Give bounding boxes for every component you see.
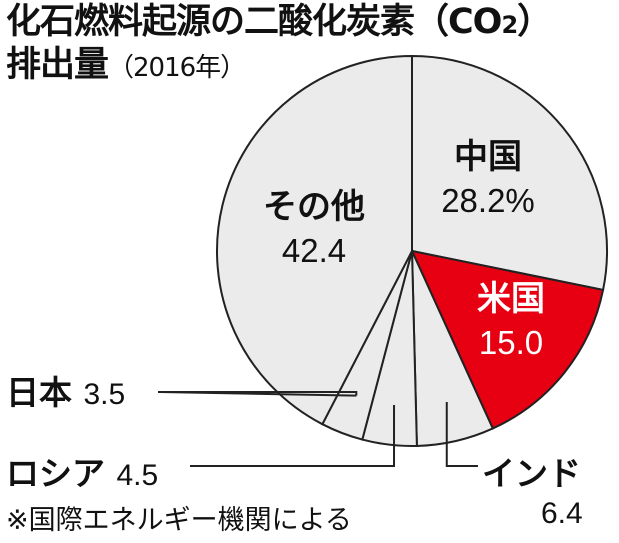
- leader-japan-h: [158, 391, 358, 396]
- label-india: インド: [482, 454, 581, 493]
- slice-label-others: その他: [263, 187, 365, 227]
- slice-value-china: 28.2%: [441, 182, 535, 219]
- leader-india: [445, 402, 478, 467]
- chart-title: 化石燃料起源の二酸化炭素（CO2） 排出量（2016年）: [6, 2, 552, 85]
- slice-value-others: 42.4: [282, 232, 346, 269]
- label-russia: ロシア 4.5: [6, 454, 159, 493]
- leader-russia: [190, 404, 396, 467]
- slice-value-usa: 15.0: [479, 324, 543, 361]
- source-note: ※国際エネルギー機関による: [6, 505, 352, 536]
- slice-china: [411, 54, 608, 292]
- slice-label-china: 中国: [454, 137, 522, 177]
- value-india: 6.4: [541, 497, 583, 530]
- slice-label-usa: 米国: [477, 279, 545, 319]
- slice-others: [216, 54, 413, 426]
- slice-usa: [410, 249, 605, 430]
- label-japan: 日本 3.5: [6, 373, 126, 412]
